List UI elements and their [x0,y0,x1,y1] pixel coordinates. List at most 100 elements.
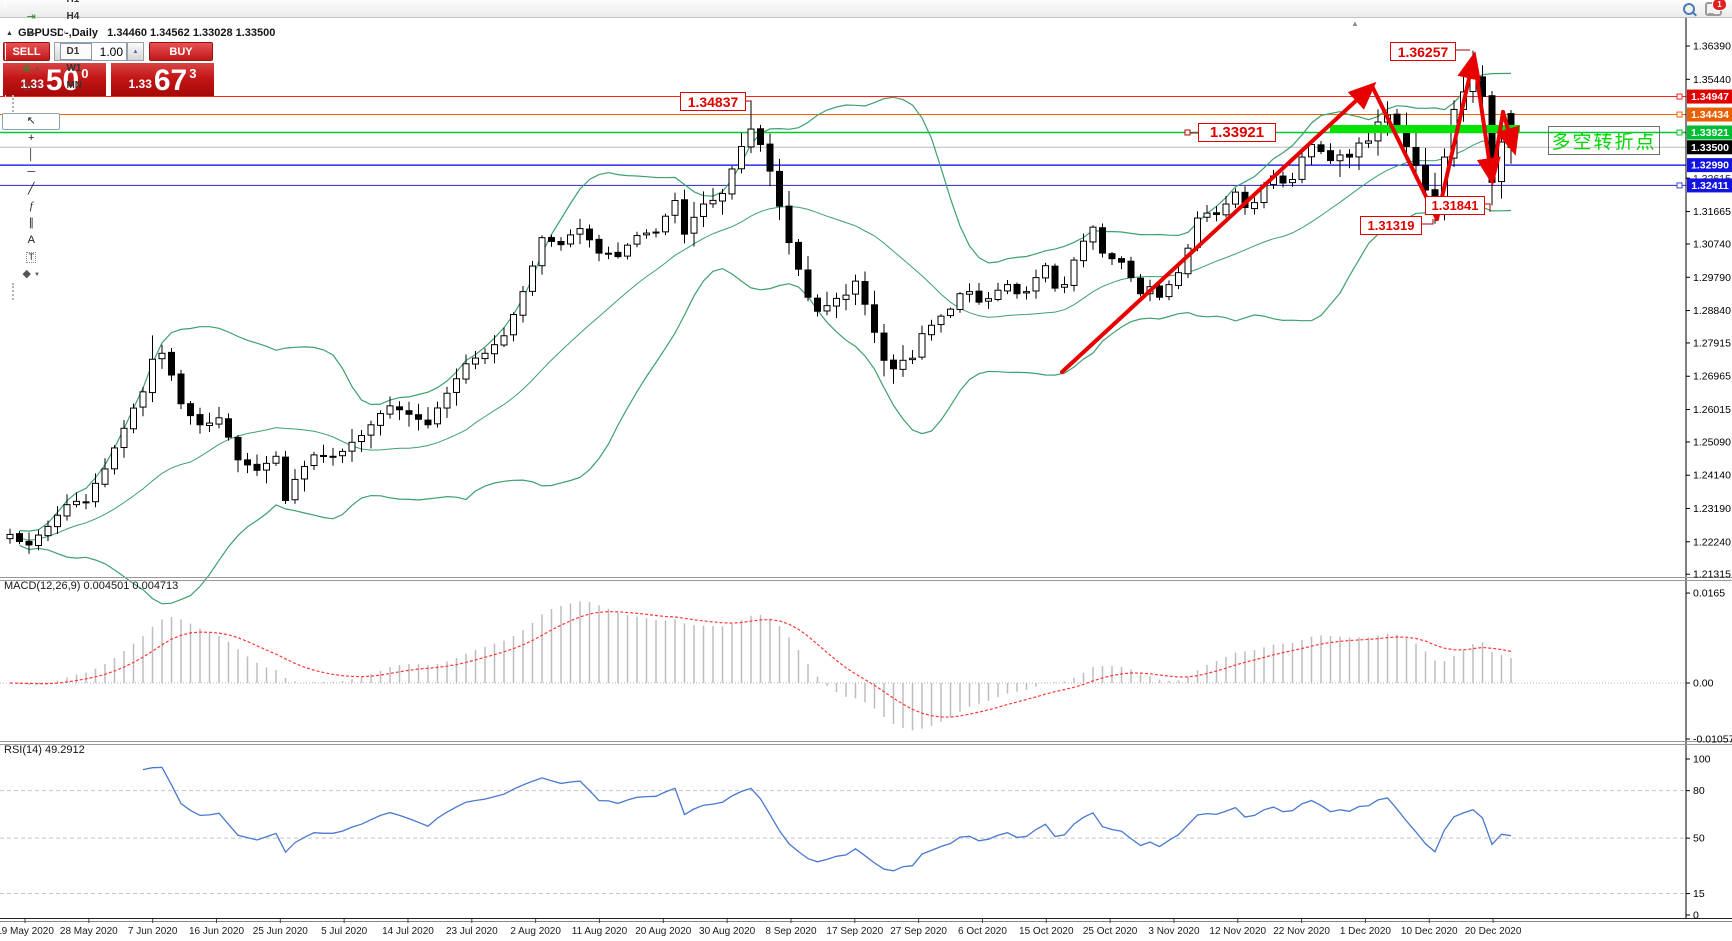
period-clock-icon: ◷ [21,80,32,92]
symbol-ohlc-text: GBPUSD-,Daily 1.34460 1.34562 1.33028 1.… [17,27,276,39]
price-annotation-136257[interactable]: 1.36257 [1390,42,1456,61]
support-zone-bar [1330,125,1520,133]
indicators-button-dropdown[interactable]: ▼ [34,66,41,73]
auto-scroll-icon: ⇥ [26,11,36,23]
svg-text:1.30740: 1.30740 [1693,238,1731,250]
buy-button[interactable]: BUY [149,42,213,61]
svg-text:7 Jun 2020: 7 Jun 2020 [128,926,178,937]
svg-text:1.27915: 1.27915 [1693,337,1731,349]
timeframe-button-H1[interactable]: H1 [60,0,91,8]
svg-text:12 Nov 2020: 12 Nov 2020 [1209,926,1266,937]
buy-price-main: 1.33 [128,77,152,91]
svg-text:15: 15 [1693,888,1705,900]
toolbar-separator [5,95,6,112]
chart-canvas[interactable]: 1.363901.354401.326151.316651.307401.297… [0,17,1732,941]
svg-text:5 Jul 2020: 5 Jul 2020 [321,926,368,937]
buy-price-display[interactable]: 1.33 67 3 [111,63,214,96]
vertical-line-icon: │ [27,149,35,161]
period-clock-icon-dropdown[interactable]: ▼ [34,83,41,90]
timeframe-button-H4[interactable]: H4 [66,11,80,22]
trendline-icon[interactable]: ╱ [2,181,60,198]
sell-price-big: 50 [45,63,80,97]
svg-text:0: 0 [1693,910,1699,922]
price-annotation-134837[interactable]: 1.34837 [680,92,746,111]
svg-text:27 Sep 2020: 27 Sep 2020 [890,926,947,937]
indicators-button[interactable]: ⊕ ▼ [2,61,60,78]
label-icon: T [26,252,36,263]
svg-text:14 Jul 2020: 14 Jul 2020 [382,926,434,937]
macd-indicator-label: MACD(12,26,9) 0.004501 0.004713 [4,580,179,592]
svg-text:1.36390: 1.36390 [1693,41,1731,53]
svg-text:1.23190: 1.23190 [1693,503,1731,515]
search-icon[interactable] [1683,2,1695,15]
svg-text:1.26965: 1.26965 [1693,371,1731,383]
trade-panel-prices-row: 1.33 50 0 1.33 67 3 [3,63,214,96]
timeframe-toolbar: M1M5M15M30H1H4D1W1MN [60,0,92,94]
toolbar-right: 1 [1683,0,1732,16]
vertical-line-icon[interactable]: │ [2,147,60,164]
toolbar-separator [5,0,6,8]
volume-increase-button[interactable]: ▲ [127,42,144,61]
svg-text:50: 50 [1693,833,1705,845]
svg-text:15 Oct 2020: 15 Oct 2020 [1019,926,1074,937]
svg-text:1.21315: 1.21315 [1693,569,1731,581]
trend-arrows [1060,51,1520,374]
chart-shift-icon[interactable]: ⇤ [2,26,60,43]
fibonacci-icon[interactable]: f [2,198,60,215]
svg-text:28 May 2020: 28 May 2020 [60,926,118,937]
bollinger-bands [19,72,1512,605]
rsi-panel [0,766,1686,895]
horizontal-line-icon[interactable]: ─ [2,164,60,181]
svg-text:8 Sep 2020: 8 Sep 2020 [765,926,817,937]
label-connectors [744,49,1491,225]
svg-text:23 Jul 2020: 23 Jul 2020 [446,926,498,937]
sell-price-main: 1.33 [20,77,44,91]
timeframe-button-MN[interactable]: MN [66,80,83,91]
svg-text:3 Nov 2020: 3 Nov 2020 [1148,926,1200,937]
toolbar-buttons: ▦▤⊞新订单◆▣◉▶自动交易▥◫∿⊕⊖▩⇥⇤⊕▼◷▼↖+│─╱f∥AT◆▼ [2,0,61,301]
horizontal-level-lines [0,96,1686,187]
svg-text:0.00: 0.00 [1693,678,1714,690]
timeframe-button-D1[interactable]: D1 [60,43,92,60]
toolbar-grip[interactable] [12,95,14,112]
timeframe-button-W1[interactable]: W1 [66,63,82,74]
price-annotation-131319[interactable]: 1.31319 [1360,216,1422,235]
toolbar-grip[interactable] [12,283,14,300]
svg-text:1.35440: 1.35440 [1693,74,1731,86]
price-annotation-133921[interactable]: 1.33921 [1198,123,1276,142]
svg-text:1.24140: 1.24140 [1693,470,1731,482]
arrows-tool-icon-dropdown[interactable]: ▼ [33,271,40,278]
macd-panel [0,601,1686,731]
crosshair-icon: + [28,132,35,144]
svg-text:1.31665: 1.31665 [1693,206,1731,218]
sell-button[interactable]: SELL [3,42,50,61]
channel-icon[interactable]: ∥ [2,215,60,232]
label-icon[interactable]: T [2,249,60,266]
svg-text:25 Oct 2020: 25 Oct 2020 [1083,926,1138,937]
cursor-icon[interactable]: ↖ [2,113,61,130]
turning-point-note[interactable]: 多空转折点 [1548,126,1660,155]
sell-price-display[interactable]: 1.33 50 0 [3,63,106,96]
trendline-icon: ╱ [27,183,35,195]
svg-text:17 Sep 2020: 17 Sep 2020 [826,926,883,937]
svg-text:25 Jun 2020: 25 Jun 2020 [253,926,308,937]
toolbar-separator [63,25,65,42]
auto-scroll-icon[interactable]: ⇥ [2,9,60,26]
buy-price-big: 67 [153,63,188,97]
notifications-icon[interactable]: 1 [1705,0,1727,16]
arrows-tool-icon[interactable]: ◆ ▼ [2,266,60,283]
price-scale: 1.363901.354401.326151.316651.307401.297… [1676,41,1732,922]
svg-text:19 May 2020: 19 May 2020 [0,926,54,937]
chart-shift-marker-icon: ▲ [1351,19,1359,28]
svg-text:1.32990: 1.32990 [1691,160,1729,172]
svg-text:30 Aug 2020: 30 Aug 2020 [699,926,756,937]
svg-text:1.29790: 1.29790 [1693,272,1731,284]
svg-text:1.32411: 1.32411 [1691,180,1729,192]
svg-text:11 Aug 2020: 11 Aug 2020 [572,926,628,937]
text-icon[interactable]: A [2,232,60,249]
top-toolbar: ▦▤⊞新订单◆▣◉▶自动交易▥◫∿⊕⊖▩⇥⇤⊕▼◷▼↖+│─╱f∥AT◆▼ M1… [0,0,1732,300]
period-clock-icon[interactable]: ◷ ▼ [2,78,60,95]
crosshair-icon[interactable]: + [2,130,60,147]
price-annotation-131841[interactable]: 1.31841 [1425,196,1485,215]
